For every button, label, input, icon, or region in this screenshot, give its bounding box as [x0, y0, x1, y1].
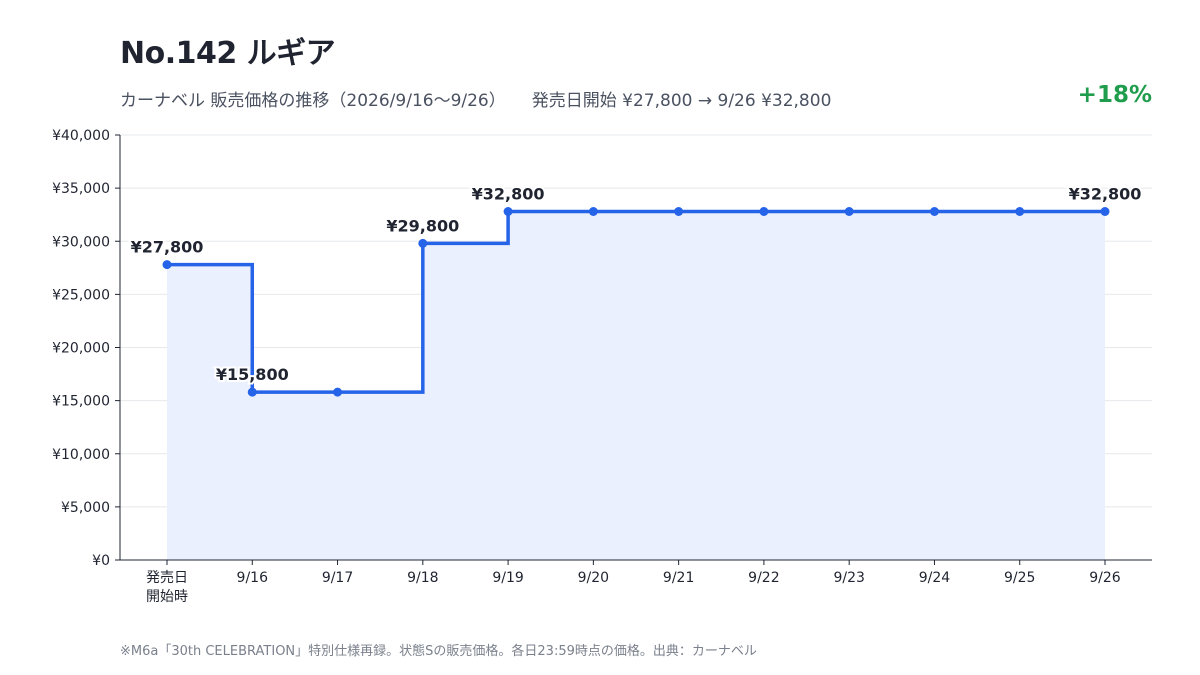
data-point [333, 387, 343, 397]
data-point [503, 207, 513, 216]
x-tick-labels: 発売日開始時 9/16 9/17 9/18 9/19 9/20 9/21 9/22 9/23 9/… [146, 570, 1121, 605]
data-point [162, 260, 172, 270]
y-tick-label: ¥0 [92, 553, 110, 569]
data-point [674, 207, 684, 216]
data-point [844, 207, 854, 216]
data-label: ¥29,800 [386, 216, 459, 235]
x-tick-label: 9/22 [748, 570, 779, 586]
x-tick-label: 9/21 [663, 570, 694, 586]
data-point [418, 238, 428, 248]
subtitle-price-change: 発売日開始 ¥27,800 → 9/26 ¥32,800 [531, 91, 832, 111]
y-tick-label: ¥40,000 [52, 128, 110, 144]
data-label: ¥32,800 [1069, 185, 1142, 204]
x-tick-label: 9/18 [407, 570, 438, 586]
x-tick-label: 発売日開始時 [146, 570, 188, 605]
data-point [1015, 207, 1025, 216]
y-tick-labels: ¥0 ¥5,000 ¥10,000 ¥15,000 ¥20,000 ¥25,000 ¥30,… [52, 128, 110, 569]
x-tick-label: 9/20 [578, 570, 609, 586]
data-label: ¥32,800 [472, 185, 545, 204]
x-tick-label: 9/26 [1089, 570, 1121, 586]
y-tick-label: ¥20,000 [52, 341, 110, 357]
x-tick-label: 9/17 [322, 570, 353, 586]
data-point [588, 207, 598, 216]
y-tick-label: ¥35,000 [52, 181, 110, 197]
data-label: ¥27,800 [131, 238, 204, 257]
area-fill [167, 211, 1105, 560]
data-points [162, 207, 1110, 397]
data-point [929, 207, 939, 216]
footnote: ※M6a「30th CELEBRATION」特別仕様再録。状態Sの販売価格。各日… [120, 644, 757, 659]
y-tick-label: ¥5,000 [61, 500, 110, 516]
y-tick-label: ¥25,000 [52, 287, 110, 303]
y-tick-label: ¥10,000 [52, 447, 110, 463]
chart-title: No.142 ルギア [120, 36, 336, 71]
data-point [247, 387, 257, 397]
subtitle-period: カーナベル 販売価格の推移（2026/9/16〜9/26） [120, 91, 506, 111]
x-tick-label: 9/19 [492, 570, 523, 586]
chart-subtitle: カーナベル 販売価格の推移（2026/9/16〜9/26） 発売日開始 ¥27,8… [120, 86, 831, 111]
y-tick-label: ¥15,000 [52, 394, 110, 410]
axes [115, 134, 1152, 565]
x-tick-label: 9/25 [1004, 570, 1035, 586]
y-tick-label: ¥30,000 [52, 234, 110, 250]
data-point [1100, 207, 1110, 216]
x-tick-label: 9/24 [919, 570, 951, 586]
data-labels: ¥27,800 ¥15,800 ¥29,800 ¥32,800 ¥32,800 [129, 183, 1144, 387]
data-point [759, 207, 769, 216]
x-tick-label: 9/16 [237, 570, 269, 586]
change-percent-badge: +18% [1077, 82, 1152, 108]
x-tick-label: 9/23 [833, 570, 864, 586]
area-fill-group [167, 211, 1105, 560]
data-label: ¥15,800 [216, 365, 289, 384]
